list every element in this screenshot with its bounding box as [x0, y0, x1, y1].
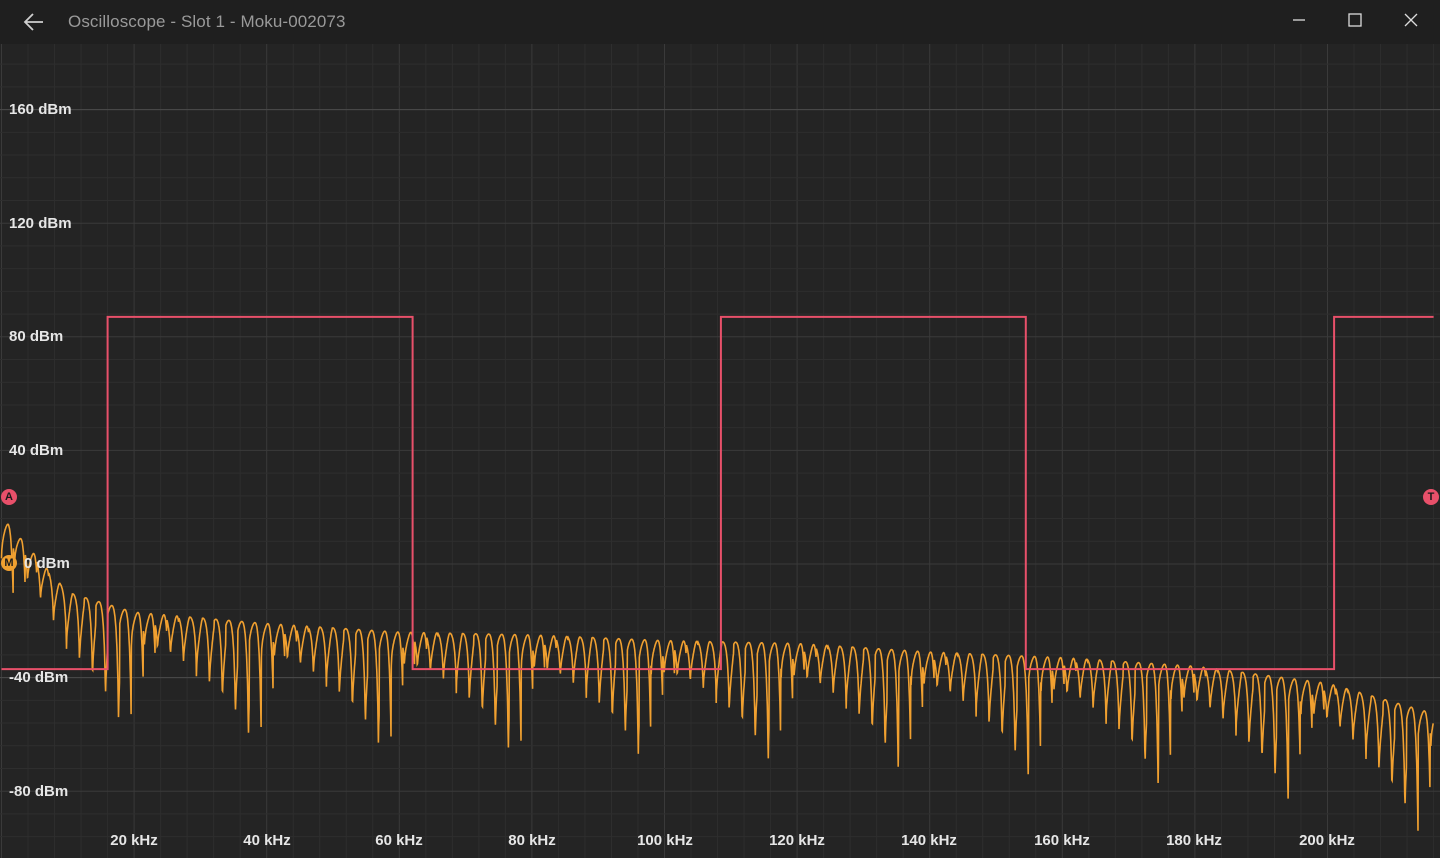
y-tick-label: 40 dBm: [9, 442, 64, 459]
x-tick-label: 180 kHz: [1166, 832, 1222, 849]
channel-a-offset-marker[interactable]: A: [1, 489, 17, 505]
window-title: Oscilloscope - Slot 1 - Moku-002073: [68, 12, 346, 31]
y-tick-label: 120 dBm: [9, 215, 72, 232]
minimize-icon: [1293, 19, 1305, 21]
x-tick-label: 60 kHz: [375, 832, 423, 849]
maximize-icon: [1348, 13, 1362, 27]
minimize-button[interactable]: [1271, 0, 1327, 40]
arrow-left-icon: [23, 13, 43, 31]
channel-m-offset-marker[interactable]: M: [1, 555, 17, 571]
trigger-level-marker[interactable]: T: [1423, 489, 1439, 505]
close-button[interactable]: [1383, 0, 1439, 40]
x-tick-label: 20 kHz: [110, 832, 158, 849]
x-tick-label: 200 kHz: [1299, 832, 1355, 849]
spectrum-trace: [0, 523, 1434, 831]
y-tick-label: 160 dBm: [9, 101, 72, 118]
y-tick-label: -40 dBm: [9, 669, 69, 686]
x-tick-label: 40 kHz: [243, 832, 291, 849]
x-tick-label: 160 kHz: [1034, 832, 1090, 849]
oscilloscope-plot[interactable]: 160 dBm 120 dBm 80 dBm 40 dBm 0 dBm -40 …: [0, 44, 1440, 858]
y-tick-label: 0 dBm: [24, 555, 70, 572]
title-bar: Oscilloscope - Slot 1 - Moku-002073: [0, 0, 1440, 44]
x-tick-label: 100 kHz: [637, 832, 693, 849]
plot-canvas: [0, 44, 1440, 858]
close-icon: [1404, 13, 1418, 27]
y-tick-label: -80 dBm: [9, 783, 69, 800]
traces: [0, 315, 1434, 831]
x-tick-label: 80 kHz: [508, 832, 556, 849]
maximize-button[interactable]: [1327, 0, 1383, 40]
y-tick-label: 80 dBm: [9, 328, 64, 345]
x-tick-label: 120 kHz: [769, 832, 825, 849]
channel-a-trace: [1, 315, 1434, 671]
x-tick-label: 140 kHz: [901, 832, 957, 849]
back-button[interactable]: [16, 6, 52, 38]
